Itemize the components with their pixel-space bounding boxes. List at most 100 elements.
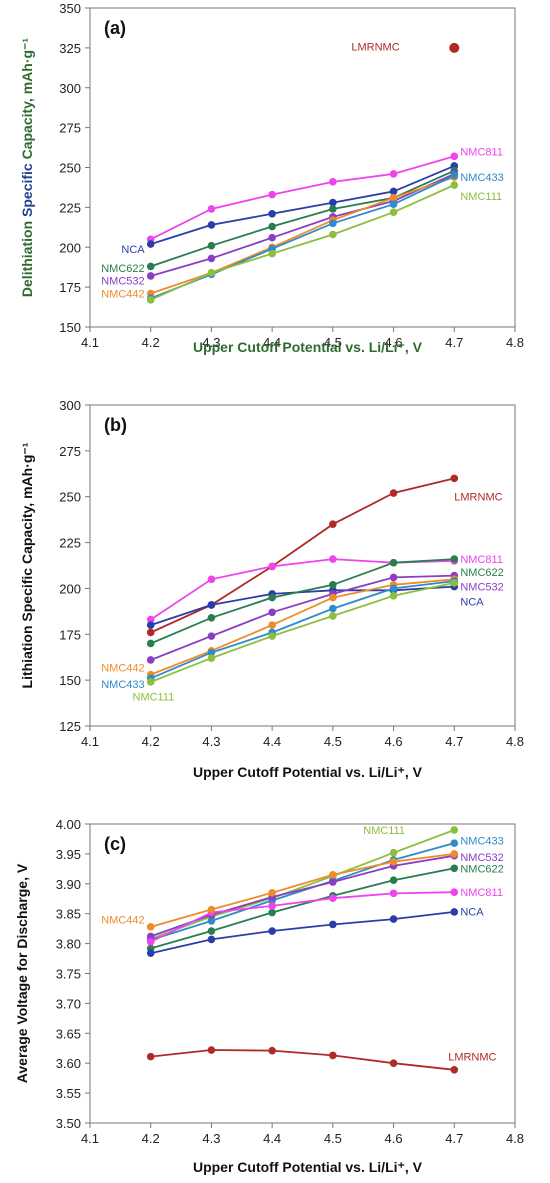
- series-line: [150, 867, 455, 950]
- y-axis-title: Average Voltage for Discharge, V: [14, 863, 30, 1083]
- x-tick-label: 4.1: [81, 734, 99, 749]
- series-label: NMC442: [101, 662, 144, 674]
- x-axis-title: Upper Cutoff Potential vs. Li/Li⁺, V: [193, 339, 423, 355]
- data-point: [146, 938, 155, 946]
- data-point: [268, 249, 276, 258]
- x-tick-label: 4.2: [142, 335, 160, 350]
- y-axis-title-part: Delithiation: [19, 217, 35, 297]
- series-line: [150, 176, 455, 295]
- series-label: LMRNMC: [351, 41, 399, 53]
- data-point: [268, 562, 276, 571]
- data-point: [207, 917, 216, 925]
- data-point: [207, 935, 216, 944]
- y-tick-label: 250: [59, 161, 81, 176]
- x-tick-label: 4.2: [142, 734, 160, 749]
- data-point: [329, 230, 337, 239]
- data-point: [389, 848, 398, 857]
- series-nmc442: [146, 850, 459, 931]
- series-line: [150, 574, 455, 661]
- series-nmc532: [146, 571, 459, 664]
- series-nmc622: [146, 864, 459, 953]
- y-tick-label: 3.55: [56, 1086, 81, 1101]
- data-point: [329, 920, 337, 929]
- chart-panel-2: 4.1 4.2 4.3 4.4 4.5 4.6 4.7 4.8 125 150 175 200 225 2…: [19, 398, 524, 780]
- series-label: NCA: [460, 906, 484, 918]
- data-point: [207, 268, 216, 277]
- y-tick-label: 325: [59, 41, 81, 56]
- x-tick-label: 4.8: [506, 335, 524, 350]
- series-label: NMC433: [101, 679, 144, 691]
- data-point: [450, 474, 459, 483]
- data-point: [450, 839, 459, 847]
- y-tick-label: 3.65: [56, 1026, 81, 1041]
- y-tick-label: 3.80: [56, 937, 81, 952]
- series-label: NCA: [121, 244, 145, 256]
- plot-frame: [89, 404, 516, 727]
- y-axis-title: Lithiation Specific Capacity, mAh·g⁻¹: [19, 442, 35, 688]
- panel-tag: (c): [104, 834, 126, 854]
- data-point: [450, 1065, 459, 1074]
- series-nmc622: [146, 555, 459, 648]
- data-point: [329, 1051, 337, 1060]
- data-point: [450, 888, 459, 896]
- data-point: [146, 678, 155, 686]
- data-point: [329, 894, 337, 902]
- y-tick-label: 175: [59, 627, 81, 642]
- series-label: NMC111: [133, 692, 175, 704]
- data-point: [389, 489, 398, 497]
- data-point: [329, 593, 337, 602]
- series-label: NMC532: [101, 276, 144, 288]
- x-tick-label: 4.8: [506, 734, 524, 749]
- x-tick-label: 4.6: [385, 1131, 403, 1146]
- data-point: [389, 558, 398, 567]
- y-tick-label: 350: [59, 1, 81, 16]
- series-line: [150, 582, 455, 683]
- series-nca: [146, 162, 459, 248]
- y-tick-label: 275: [59, 121, 81, 136]
- data-point: [207, 632, 216, 640]
- data-point: [389, 1059, 398, 1067]
- y-tick-label: 250: [59, 490, 81, 505]
- data-point: [449, 42, 460, 53]
- x-axis-title: Upper Cutoff Potential vs. Li/Li⁺, V: [193, 764, 423, 780]
- x-tick-label: 4.8: [506, 1131, 524, 1146]
- series-label: LMRNMC: [448, 1052, 496, 1064]
- data-point: [450, 555, 459, 563]
- series-nmc433: [146, 577, 459, 683]
- x-tick-label: 4.1: [81, 335, 99, 350]
- y-tick-label: 300: [59, 398, 81, 413]
- series-label: NMC433: [460, 172, 503, 184]
- series-nca: [146, 908, 459, 957]
- series-label: NMC111: [460, 191, 502, 203]
- data-point: [450, 171, 459, 180]
- data-point: [389, 208, 398, 216]
- data-point: [146, 621, 155, 629]
- x-tick-label: 4.5: [324, 1131, 342, 1146]
- data-point: [207, 654, 216, 662]
- data-point: [207, 927, 216, 935]
- data-point: [389, 187, 398, 196]
- series-nmc532: [146, 170, 459, 280]
- series-line: [150, 173, 455, 277]
- data-point: [389, 194, 398, 202]
- data-point: [268, 190, 276, 199]
- y-tick-label: 225: [59, 536, 81, 551]
- data-point: [146, 923, 155, 931]
- series-line: [150, 169, 455, 268]
- series-nmc811: [146, 152, 459, 244]
- y-tick-label: 3.50: [56, 1116, 81, 1131]
- x-tick-label: 4.7: [445, 1131, 463, 1146]
- series-label: NMC532: [460, 582, 503, 594]
- series-label: NMC442: [101, 915, 144, 927]
- data-point: [207, 241, 216, 250]
- data-point: [207, 221, 216, 229]
- data-point: [146, 296, 155, 304]
- data-point: [389, 591, 398, 600]
- x-tick-label: 4.3: [202, 1131, 220, 1146]
- x-tick-label: 4.2: [142, 1131, 160, 1146]
- data-point: [389, 573, 398, 582]
- data-point: [450, 908, 459, 916]
- series-line: [150, 911, 455, 955]
- series-line: [150, 580, 455, 680]
- series-line: [150, 477, 455, 634]
